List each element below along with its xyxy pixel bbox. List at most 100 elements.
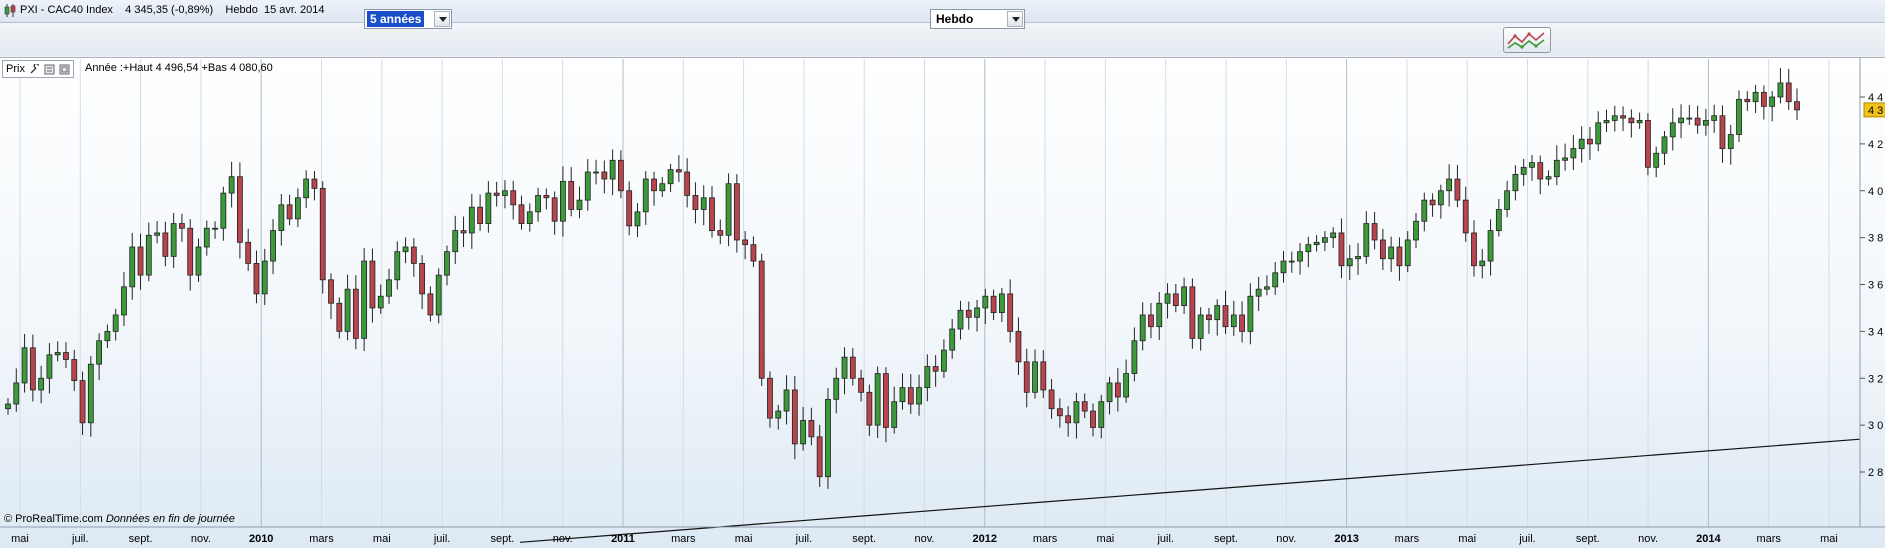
price-panel-label[interactable]: Prix <box>2 60 74 78</box>
candle-body <box>195 246 202 276</box>
candle-body <box>1479 260 1486 267</box>
candle-body <box>1794 101 1800 111</box>
candle-body <box>21 347 28 384</box>
x-tick-label: nov. <box>915 533 935 545</box>
candle-body <box>1437 190 1444 206</box>
interval-select[interactable]: Hebdo <box>930 9 1025 29</box>
candle-body <box>352 288 359 339</box>
last-price-tag <box>1863 102 1885 118</box>
candle-body <box>1032 361 1038 393</box>
candle-body <box>1313 241 1320 246</box>
period-select[interactable]: 5 années <box>364 9 452 29</box>
interval-dropdown-arrow-icon[interactable] <box>1007 11 1023 27</box>
trendline[interactable] <box>519 438 1861 543</box>
candle-body <box>1098 401 1105 428</box>
candle-body <box>493 192 500 196</box>
candle-body <box>13 382 20 405</box>
candle-body <box>1595 122 1602 145</box>
candle-body <box>71 359 78 381</box>
candle-body <box>675 169 682 173</box>
minimize-panel-icon[interactable] <box>59 64 70 75</box>
candle-body <box>1023 361 1030 393</box>
x-tick-label: 2014 <box>1696 533 1721 545</box>
candle-body <box>5 403 11 410</box>
candle-body <box>692 195 699 210</box>
chart-area[interactable] <box>0 57 1885 548</box>
candle-body <box>112 314 119 332</box>
x-tick-label: mars <box>1033 533 1058 545</box>
candle-body <box>1396 246 1403 267</box>
chart-type-button[interactable] <box>1503 27 1551 53</box>
candle-body <box>1172 293 1179 306</box>
x-tick-label: juil. <box>433 533 451 545</box>
candle-body <box>386 279 392 297</box>
candle-body <box>1562 157 1568 161</box>
candle-body <box>54 352 61 356</box>
candle-body <box>1114 382 1121 398</box>
candle-body <box>1545 176 1552 180</box>
x-tick-label: mars <box>671 533 696 545</box>
candle-body <box>1686 117 1693 120</box>
x-tick-label: nov. <box>553 533 573 545</box>
candle-body <box>294 197 301 220</box>
candle-body <box>270 230 276 262</box>
candle-body <box>203 227 210 248</box>
candlestick-logo-icon <box>4 4 16 17</box>
candle-body <box>1636 120 1643 124</box>
candle-body <box>998 293 1005 314</box>
candle-body <box>38 377 45 391</box>
y-tick-label: 3 0 <box>1868 420 1883 432</box>
candle-body <box>593 171 599 174</box>
candle-body <box>460 230 467 234</box>
candle-body <box>1529 162 1535 168</box>
period-select-value: 5 années <box>367 11 425 27</box>
candle-body <box>1537 162 1544 180</box>
properties-icon[interactable] <box>44 64 55 75</box>
candle-body <box>361 260 368 339</box>
candle-body <box>328 279 334 304</box>
candle-body <box>1669 122 1676 138</box>
candle-body <box>651 178 657 192</box>
period-dropdown-arrow-icon[interactable] <box>434 11 450 27</box>
candle-body <box>468 206 475 234</box>
candle-body <box>1785 82 1792 103</box>
last-price-label: 4 3 <box>1868 105 1883 117</box>
candle-body <box>1678 117 1684 124</box>
candle-body <box>319 188 326 281</box>
candle-body <box>1164 293 1171 304</box>
candle-body <box>1222 305 1229 328</box>
candle-body <box>1255 288 1262 297</box>
wrench-icon[interactable] <box>29 63 40 75</box>
candle-body <box>1206 314 1212 321</box>
x-tick-label: mars <box>1756 533 1781 545</box>
candle-body <box>427 293 434 316</box>
price-chart[interactable]: 2 83 03 23 43 63 84 04 24 44 3 mai juil. s… <box>0 57 1885 547</box>
candle-body <box>96 340 103 365</box>
candle-body <box>1264 286 1270 290</box>
copyright-text: © ProRealTime.com <box>4 513 103 525</box>
candle-body <box>212 227 218 230</box>
candle-body <box>800 420 807 445</box>
candle-body <box>1744 98 1751 103</box>
candle-body <box>642 178 649 213</box>
candle-body <box>394 251 401 281</box>
candle-body <box>684 171 691 196</box>
candle-body <box>1305 244 1312 253</box>
candle-body <box>1587 138 1593 145</box>
data-delay-note: Données en fin de journée <box>105 513 235 525</box>
candle-body <box>849 356 856 379</box>
candle-body <box>1429 199 1436 206</box>
candle-body <box>932 366 939 372</box>
candle-body <box>1363 223 1370 257</box>
candle-body <box>783 389 790 412</box>
candle-body <box>1487 230 1494 262</box>
candle-body <box>1495 209 1502 231</box>
candle-body <box>1197 314 1204 339</box>
candle-body <box>129 246 136 288</box>
candle-body <box>170 223 177 257</box>
x-tick-label: sept. <box>129 533 153 545</box>
candle-body <box>1297 251 1303 262</box>
candle-body <box>974 307 980 318</box>
candle-body <box>733 183 740 241</box>
candle-body <box>858 377 864 393</box>
